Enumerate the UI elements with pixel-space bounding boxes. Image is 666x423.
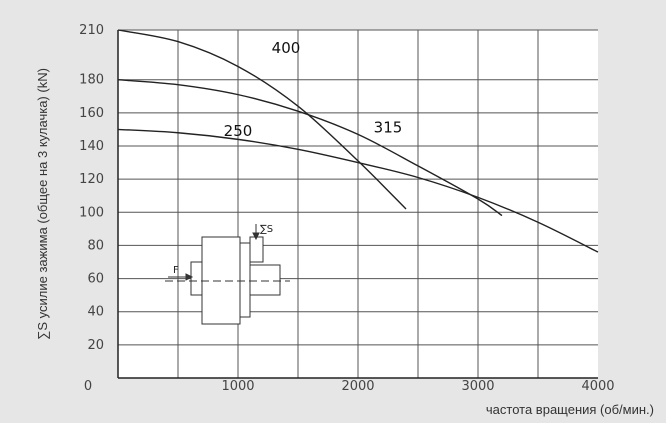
x-tick-label: 3000 [461,379,494,394]
y-tick-label: 20 [87,338,104,353]
workpiece [249,264,281,296]
x-tick-label: 4000 [581,379,614,394]
y-tick-label: 60 [87,272,104,287]
chuck-left-jaw [190,261,203,296]
sum-s-label: ∑S [260,224,273,235]
force-f-arrowhead [185,273,194,281]
grid [118,29,598,378]
sum-s-arrowhead [252,232,260,241]
curve-label-400: 400 [272,39,301,57]
y-axis-label: ∑S усилие зажима (общее на 3 кулачка) (k… [35,68,50,340]
tick-labels: 0 1000 2000 3000 4000 20 40 60 80 100 120 140 160 180… [79,23,614,394]
curve-label-250: 250 [224,122,253,140]
x-tick-label: 0 [84,379,92,394]
jaw-top [249,236,264,263]
y-tick-label: 100 [79,205,104,220]
y-tick-label: 140 [79,139,104,154]
series-lines [117,29,599,253]
y-tick-label: 180 [79,73,104,88]
x-axis-label: частота вращения (об/мин.) [486,402,654,417]
force-f-label: F [173,265,179,276]
series-line-400 [117,29,407,210]
y-tick-label: 80 [87,238,104,253]
chuck-diagram: F ∑S [165,224,290,325]
x-tick-label: 2000 [341,379,374,394]
y-tick-label: 210 [79,23,104,38]
y-tick-label: 160 [79,106,104,121]
y-tick-label: 120 [79,172,104,187]
x-tick-label: 1000 [221,379,254,394]
y-tick-label: 40 [87,305,104,320]
curve-labels: 400 315 250 [224,39,403,140]
curve-label-315: 315 [374,119,403,137]
chuck-center [239,242,251,318]
series-line-250 [117,128,599,253]
axes [117,30,598,379]
